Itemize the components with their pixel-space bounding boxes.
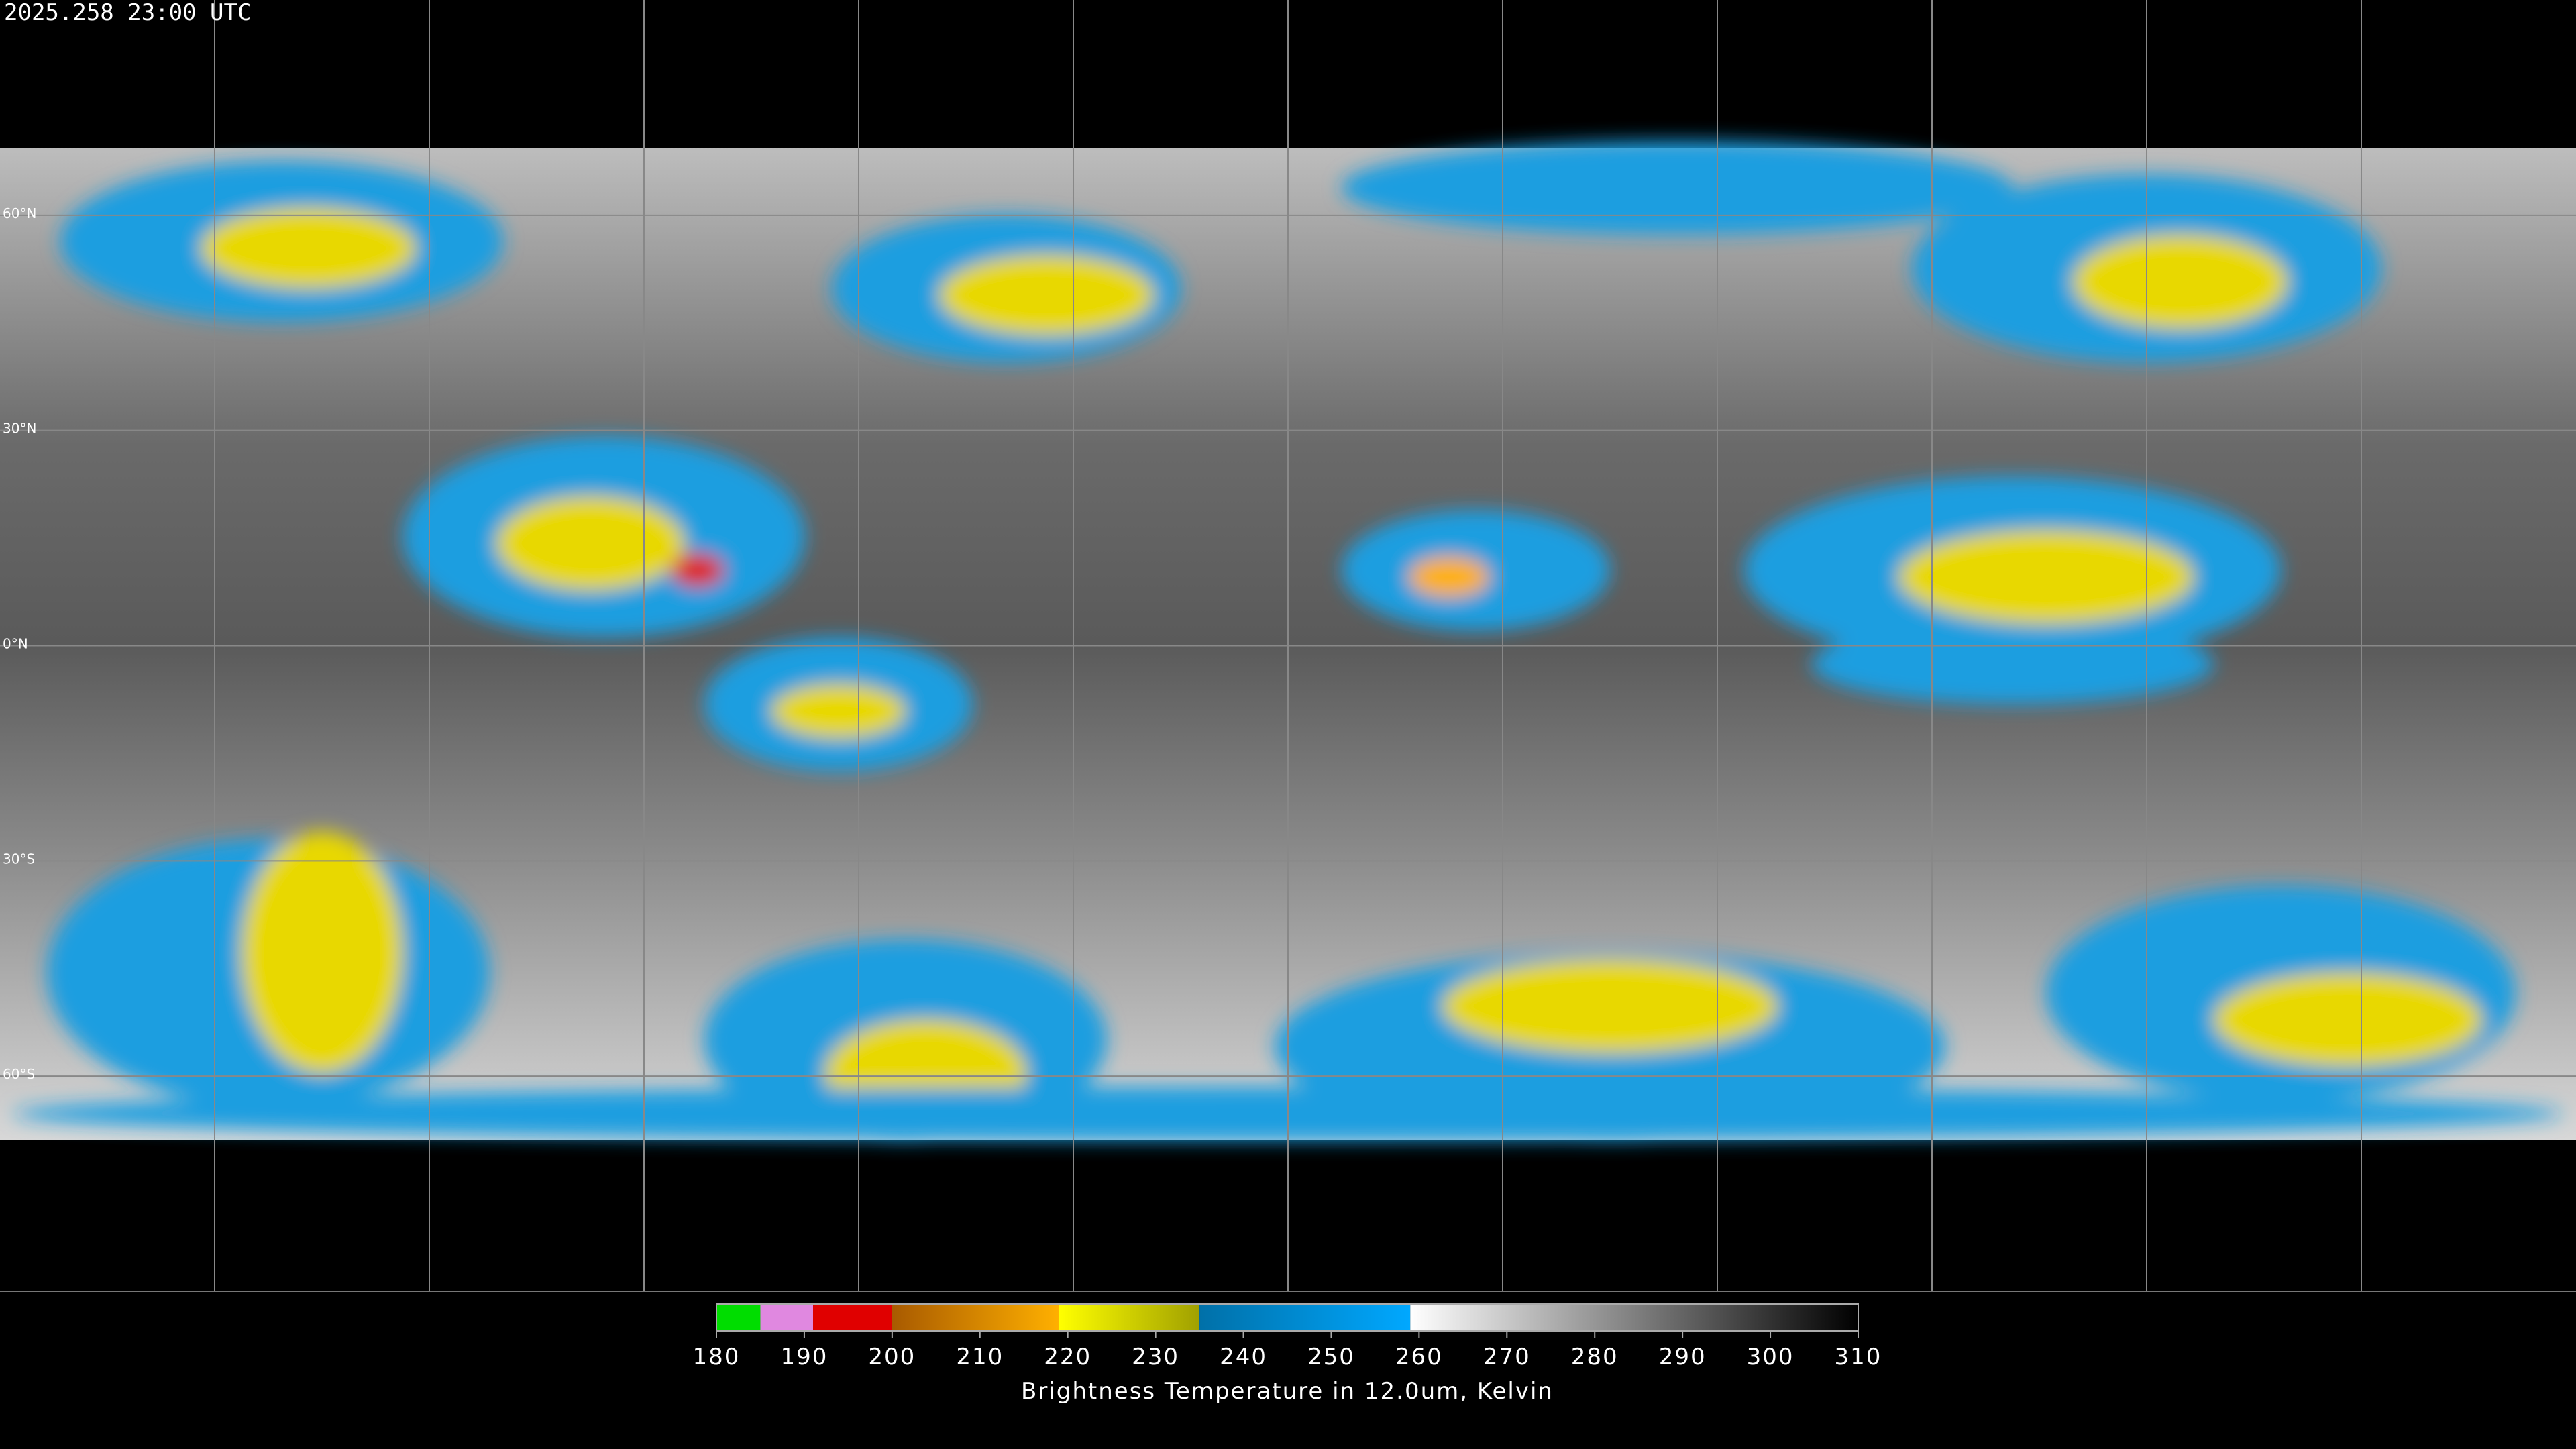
cloud-fields — [13, 141, 2563, 1140]
colorbar-tick-label: 240 — [1220, 1344, 1267, 1371]
colorbar-tick-label: 210 — [956, 1344, 1004, 1371]
colorbar-segment — [1410, 1304, 1858, 1331]
colorbar-segment — [813, 1304, 892, 1331]
latitude-label: 60°N — [3, 205, 36, 221]
latitude-label: 60°S — [3, 1066, 35, 1082]
colorbar: 180 190 200 210 220 230 240 250 260 270 280 290 300 3… — [693, 1303, 1882, 1371]
colorbar-tick-label: 310 — [1835, 1344, 1882, 1371]
colorbar-tick-label: 180 — [693, 1344, 741, 1371]
colorbar-tick-label: 250 — [1307, 1344, 1355, 1371]
colorbar-segment — [892, 1304, 1059, 1331]
colorbar-segment — [1199, 1304, 1411, 1331]
latitude-label: 30°S — [3, 851, 35, 867]
latitude-label: 30°N — [3, 421, 36, 437]
graticule: 60°N 30°N 0°N 30°S 60°S — [0, 0, 2576, 1292]
colorbar-tick-label: 190 — [780, 1344, 828, 1371]
colorbar-tick-label: 220 — [1044, 1344, 1091, 1371]
colorbar-tick-label: 200 — [868, 1344, 916, 1371]
colorbar-tick-label: 270 — [1483, 1344, 1531, 1371]
colorbar-segment — [760, 1304, 814, 1331]
colorbar-tick-label: 280 — [1571, 1344, 1619, 1371]
colorbar-tick-label: 290 — [1659, 1344, 1707, 1371]
colorbar-frame — [716, 1303, 1859, 1332]
colorbar-tick-label: 300 — [1747, 1344, 1794, 1371]
colorbar-label: Brightness Temperature in 12.0um, Kelvin — [1021, 1378, 1554, 1405]
colorbar-segment — [716, 1304, 761, 1331]
colorbar-segment — [1059, 1304, 1200, 1331]
colorbar-tick-label: 260 — [1395, 1344, 1443, 1371]
timestamp: 2025.258 23:00 UTC — [4, 0, 251, 26]
colorbar-tick-label: 230 — [1132, 1344, 1179, 1371]
latitude-label: 0°N — [3, 636, 28, 652]
